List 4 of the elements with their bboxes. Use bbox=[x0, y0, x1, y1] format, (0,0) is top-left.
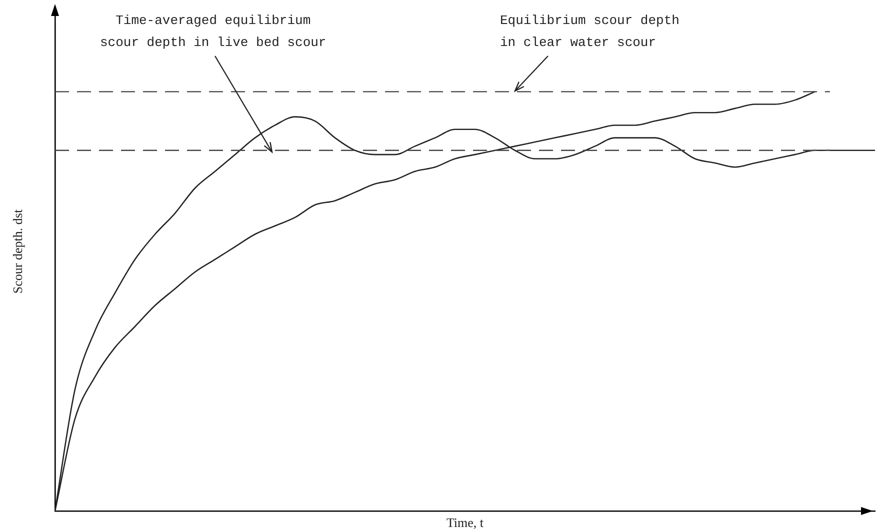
text: Time-averaged equilibrium scour depth in live bed scour bbox=[100, 12, 326, 52]
x-axis-title: Time, t bbox=[446, 515, 484, 530]
text: Equilibrium scour depth in clear water scour bbox=[500, 12, 680, 52]
y-axis-title: Scour depth. dst bbox=[10, 209, 25, 294]
